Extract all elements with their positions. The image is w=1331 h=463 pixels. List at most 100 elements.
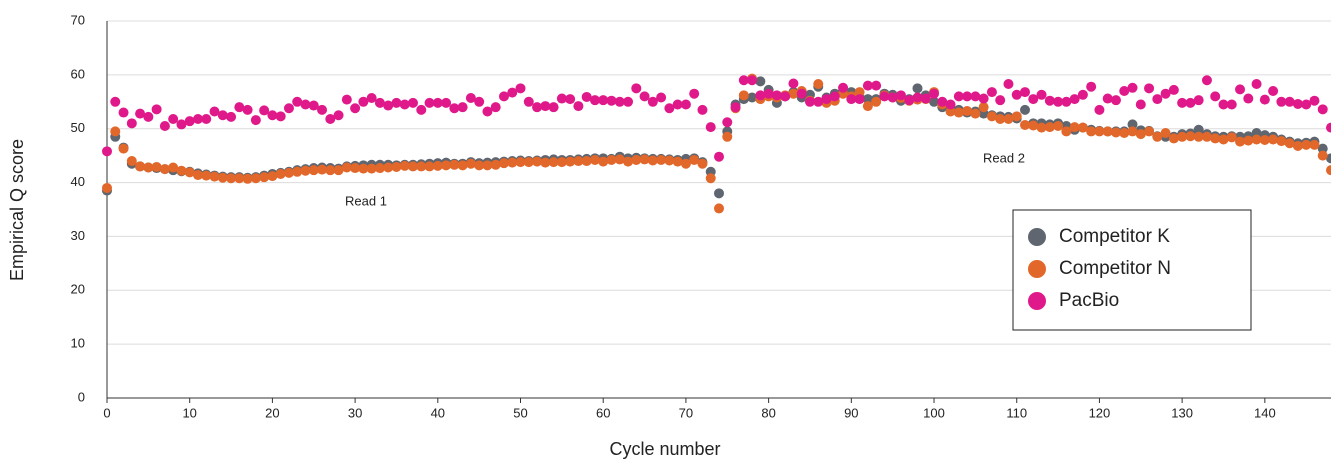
point	[532, 156, 543, 167]
point	[192, 114, 203, 125]
point	[532, 102, 543, 113]
point	[151, 161, 162, 172]
point	[300, 165, 311, 176]
y-tick-label: 70	[71, 12, 85, 27]
point	[945, 99, 956, 110]
y-tick-label: 30	[71, 228, 85, 243]
point	[1160, 88, 1171, 99]
point	[1077, 122, 1088, 133]
point	[995, 114, 1006, 125]
point	[498, 158, 509, 169]
point	[159, 121, 170, 132]
point	[217, 172, 228, 183]
point	[763, 88, 774, 99]
point	[110, 96, 121, 107]
point	[1119, 86, 1130, 97]
point	[226, 173, 237, 184]
point	[242, 104, 253, 115]
x-tick-label: 140	[1254, 405, 1276, 420]
point	[358, 96, 369, 107]
point	[1135, 129, 1146, 140]
point	[474, 96, 485, 107]
point	[631, 154, 642, 165]
x-tick-label: 130	[1171, 405, 1193, 420]
point	[126, 118, 137, 129]
point	[465, 158, 476, 169]
point	[341, 162, 352, 173]
x-tick-label: 90	[844, 405, 858, 420]
point	[1094, 126, 1105, 137]
point	[1053, 96, 1064, 107]
point	[333, 165, 344, 176]
point	[672, 99, 683, 110]
point	[283, 167, 294, 178]
point	[1086, 126, 1097, 137]
point	[689, 154, 700, 165]
point	[1185, 97, 1196, 108]
point	[1077, 89, 1088, 100]
point	[1326, 165, 1331, 176]
point	[780, 91, 791, 102]
point	[705, 173, 716, 184]
point	[755, 76, 766, 87]
point	[895, 90, 906, 101]
point	[1028, 94, 1039, 105]
x-tick-label: 30	[348, 405, 362, 420]
point	[1268, 134, 1279, 145]
point	[871, 96, 882, 107]
point	[1309, 139, 1320, 150]
point	[143, 162, 154, 173]
point	[102, 182, 112, 193]
legend-marker	[1028, 228, 1046, 246]
point	[738, 90, 749, 101]
point	[234, 173, 245, 184]
point	[548, 102, 559, 113]
point	[1268, 86, 1279, 97]
point	[970, 91, 981, 102]
x-tick-label: 20	[265, 405, 279, 420]
x-tick-label: 50	[513, 405, 527, 420]
point	[705, 122, 716, 133]
point	[126, 156, 137, 167]
point	[862, 80, 873, 91]
point	[813, 79, 824, 90]
point	[614, 96, 625, 107]
point	[730, 102, 741, 113]
point	[1086, 81, 1097, 92]
point	[589, 154, 600, 165]
point	[391, 97, 402, 108]
point	[1226, 132, 1237, 143]
point	[308, 100, 319, 111]
point	[1044, 122, 1055, 133]
point	[482, 160, 493, 171]
point	[540, 157, 551, 168]
point	[945, 106, 956, 117]
point	[606, 95, 617, 106]
point	[498, 91, 509, 102]
point	[581, 156, 592, 167]
point	[118, 143, 129, 154]
point	[1193, 131, 1204, 142]
point	[598, 156, 609, 167]
point	[838, 82, 849, 93]
point	[912, 83, 923, 94]
x-tick-label: 80	[761, 405, 775, 420]
point	[813, 96, 824, 107]
point	[631, 83, 642, 94]
point	[1061, 96, 1072, 107]
point	[192, 170, 203, 181]
point	[879, 91, 890, 102]
point	[259, 105, 270, 116]
point	[1177, 97, 1188, 108]
point	[507, 87, 518, 98]
point	[1110, 127, 1121, 138]
point	[408, 97, 418, 108]
point	[242, 173, 253, 184]
point	[1160, 128, 1171, 139]
point	[358, 163, 369, 174]
point	[1127, 119, 1138, 130]
point	[292, 166, 303, 177]
point	[573, 156, 584, 167]
point	[598, 95, 609, 106]
